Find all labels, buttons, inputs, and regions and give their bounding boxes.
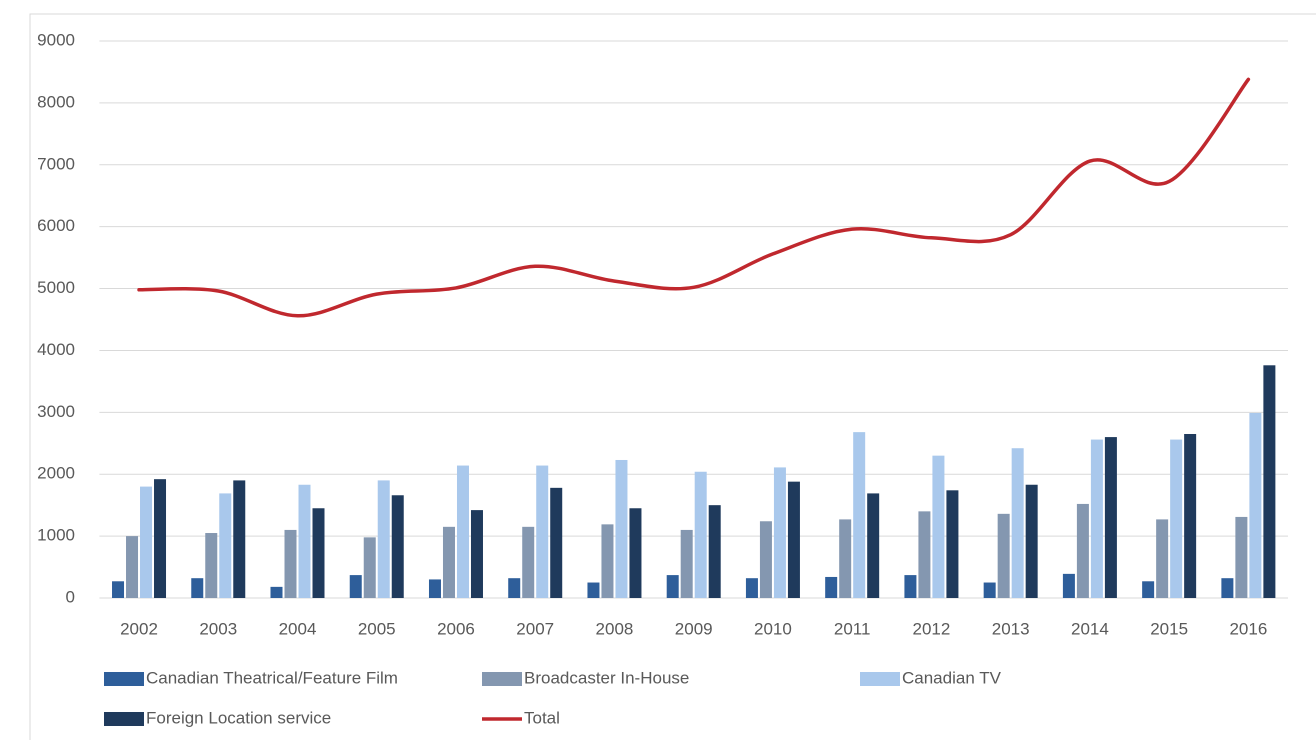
bar [270, 586, 283, 598]
x-tick-label: 2003 [199, 619, 237, 638]
y-tick-label: 7000 [37, 154, 75, 173]
bar [708, 505, 721, 598]
x-tick-label: 2006 [437, 619, 475, 638]
bar [219, 493, 232, 598]
bar [205, 533, 218, 598]
bar [629, 508, 642, 598]
y-tick-label: 1000 [37, 526, 75, 545]
bar [997, 513, 1010, 598]
bar [1170, 439, 1183, 598]
bar [1184, 433, 1197, 598]
bar [508, 578, 521, 598]
legend-swatch [104, 712, 144, 726]
x-tick-label: 2002 [120, 619, 158, 638]
x-tick-label: 2010 [754, 619, 792, 638]
bar [312, 508, 325, 598]
bar [154, 479, 167, 598]
bar [391, 495, 404, 598]
bar [470, 510, 483, 598]
y-tick-label: 2000 [37, 464, 75, 483]
bar [983, 582, 996, 598]
bar [773, 467, 786, 598]
chart-frame [29, 13, 1316, 740]
bar [1025, 484, 1038, 598]
bar [601, 524, 614, 598]
bar [666, 575, 679, 598]
bar [191, 578, 204, 598]
bar [536, 465, 549, 598]
bar [932, 455, 945, 598]
bar [615, 459, 628, 598]
bar [1104, 437, 1117, 598]
bar [1011, 448, 1024, 598]
line [137, 77, 1251, 318]
bar [825, 576, 838, 598]
bar [284, 529, 297, 598]
x-tick-label: 2015 [1150, 619, 1188, 638]
bar [853, 432, 866, 598]
bar [377, 480, 390, 598]
bar [298, 484, 311, 598]
bar [1235, 516, 1248, 598]
y-tick-label: 5000 [37, 278, 75, 297]
bar [904, 575, 917, 598]
bar [1090, 439, 1103, 598]
bar [140, 486, 153, 598]
bar [522, 526, 535, 598]
bar [867, 493, 880, 598]
bar [1142, 581, 1155, 598]
bar [839, 519, 852, 598]
x-tick-label: 2004 [279, 619, 317, 638]
x-tick-label: 2012 [913, 619, 951, 638]
bar [442, 526, 455, 598]
x-tick-label: 2011 [834, 619, 871, 638]
bar [363, 537, 376, 598]
bar [1249, 412, 1262, 598]
bar [428, 579, 441, 598]
legend-label: Broadcaster In-House [524, 668, 689, 687]
y-tick-label: 4000 [37, 340, 75, 359]
bar [456, 465, 469, 598]
legend-swatch [104, 672, 144, 686]
y-tick-label: 8000 [37, 92, 75, 111]
legend-label: Canadian Theatrical/Feature Film [146, 668, 398, 687]
legend-swatch [482, 672, 522, 686]
bar [550, 487, 563, 598]
bar [587, 582, 600, 598]
x-tick-label: 2005 [358, 619, 396, 638]
legend-label: Canadian TV [902, 668, 1002, 687]
x-tick-label: 2009 [675, 619, 713, 638]
bar [787, 481, 800, 598]
legend-label: Foreign Location service [146, 708, 331, 727]
bar [1263, 365, 1276, 598]
legend-swatch [860, 672, 900, 686]
y-tick-label: 3000 [37, 402, 75, 421]
bar [1076, 503, 1089, 598]
x-tick-label: 2016 [1229, 619, 1267, 638]
bar [349, 575, 362, 598]
y-tick-label: 9000 [37, 30, 75, 49]
bar [1156, 519, 1169, 598]
x-tick-label: 2014 [1071, 619, 1109, 638]
bar [233, 480, 246, 598]
bar [759, 521, 772, 598]
x-tick-label: 2013 [992, 619, 1030, 638]
bar [918, 511, 931, 598]
y-tick-label: 0 [66, 587, 75, 606]
legend-label: Total [524, 708, 560, 727]
bar [112, 581, 125, 598]
bar [745, 578, 758, 598]
bar [126, 536, 139, 598]
bar [694, 471, 707, 598]
y-tick-label: 6000 [37, 216, 75, 235]
bar [1221, 578, 1234, 598]
x-tick-label: 2008 [596, 619, 634, 638]
bar [946, 490, 959, 598]
bar [1062, 573, 1075, 598]
x-tick-label: 2007 [516, 619, 554, 638]
bar [680, 529, 693, 598]
